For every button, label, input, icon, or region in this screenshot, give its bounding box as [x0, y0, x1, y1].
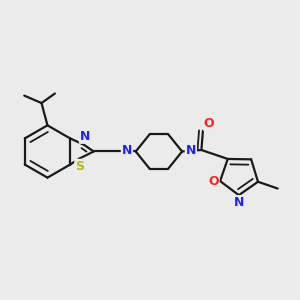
Text: O: O	[208, 175, 219, 188]
Text: N: N	[80, 130, 90, 143]
Text: N: N	[234, 196, 244, 209]
Text: S: S	[75, 160, 84, 173]
Text: N: N	[186, 144, 196, 158]
Text: O: O	[204, 117, 214, 130]
Text: N: N	[122, 144, 132, 158]
